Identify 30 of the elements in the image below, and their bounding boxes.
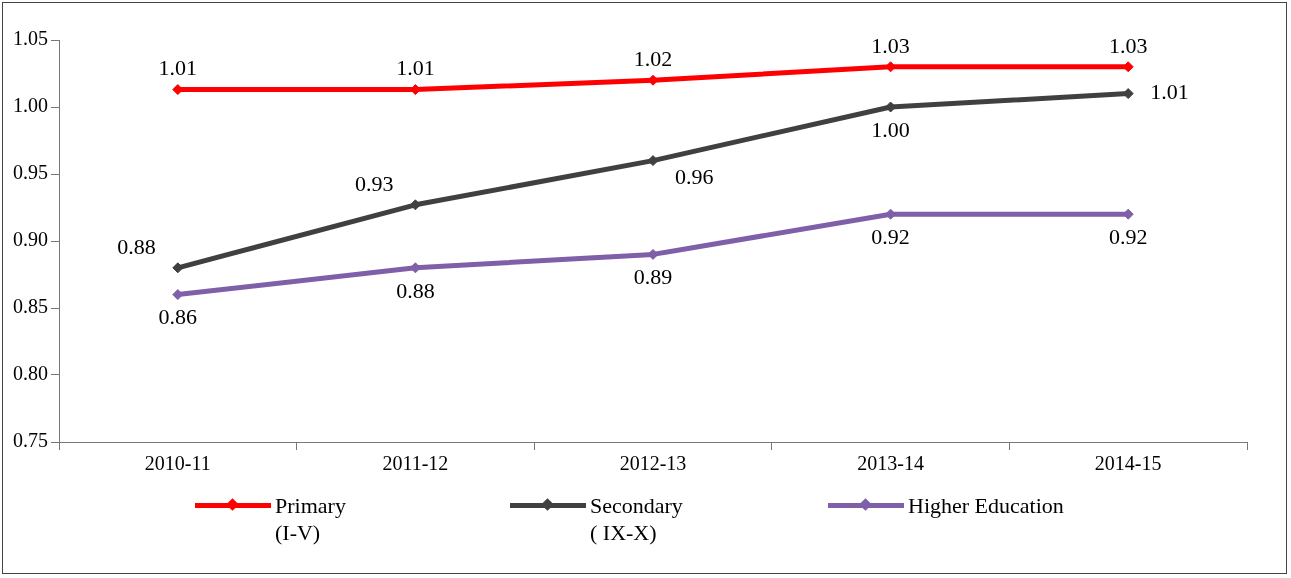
data-label: 0.92 (1108, 223, 1148, 249)
data-label: 1.01 (396, 55, 435, 81)
legend-label: Secondary ( IX-X) (590, 492, 683, 546)
legend-label: Higher Education (908, 492, 1064, 519)
y-tick-label: 0.95 (13, 161, 48, 184)
data-label: 1.03 (1108, 32, 1148, 58)
y-tick-label: 1.00 (13, 94, 48, 117)
data-label: 1.01 (158, 55, 198, 81)
data-label: 0.86 (158, 304, 198, 330)
data-label: 0.88 (396, 277, 435, 303)
data-label: 1.01 (1150, 79, 1189, 105)
data-label: 1.03 (871, 32, 910, 58)
y-tick-label: 0.90 (13, 228, 48, 251)
data-label: 0.96 (675, 164, 714, 190)
y-tick-label: 0.80 (13, 362, 48, 385)
data-label: 0.93 (354, 170, 394, 196)
x-tick-label: 2014-15 (1094, 452, 1162, 475)
data-label: 1.00 (871, 116, 910, 142)
x-tick-label: 2013-14 (857, 452, 924, 475)
x-tick-label: 2012-13 (619, 452, 687, 475)
legend-label: Primary (I-V) (275, 492, 346, 546)
data-label: 0.89 (633, 264, 673, 290)
data-label: 0.92 (871, 223, 910, 249)
x-tick-label: 2011-12 (382, 452, 449, 475)
data-label: 1.02 (633, 45, 673, 71)
y-tick-label: 0.85 (13, 295, 48, 318)
y-tick-label: 1.05 (13, 27, 48, 50)
y-tick-label: 0.75 (13, 429, 48, 452)
data-label: 0.88 (117, 233, 156, 259)
x-tick-label: 2010-11 (144, 452, 211, 475)
